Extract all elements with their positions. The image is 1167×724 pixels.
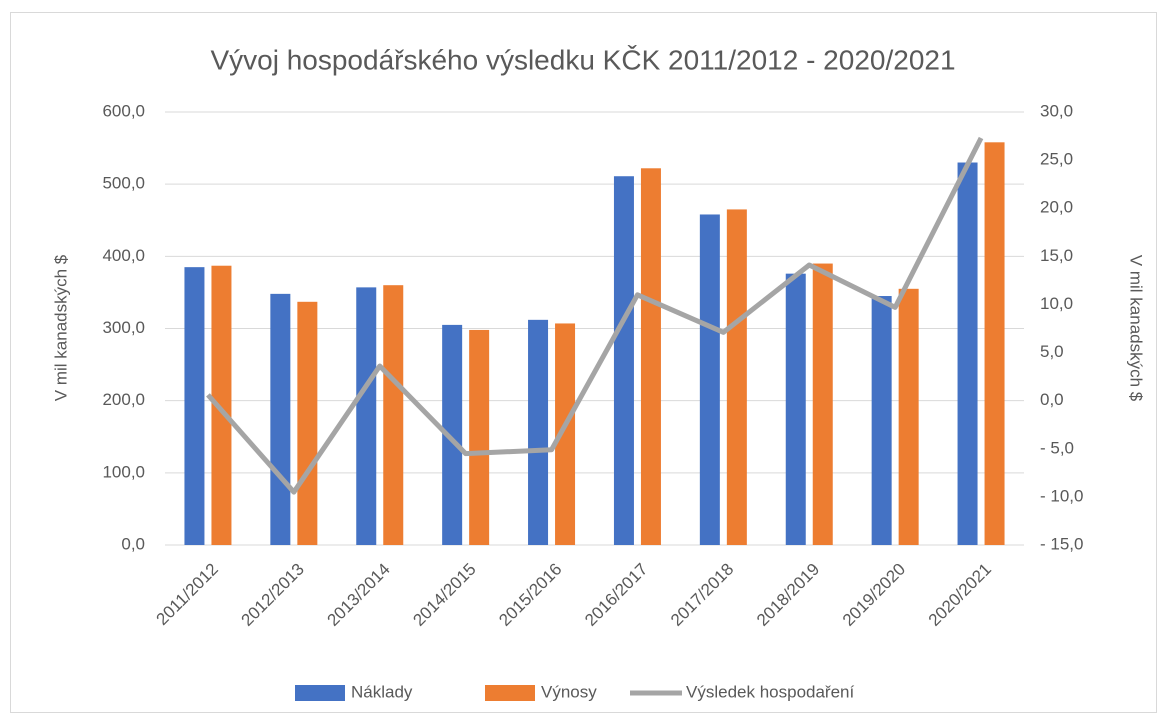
bar: [211, 265, 232, 545]
y2-axis-title: V mil kanadských $: [1127, 255, 1146, 402]
y2-tick-label: 5,0: [1040, 342, 1064, 361]
bar: [469, 329, 490, 545]
bar: [383, 285, 404, 545]
bar: [184, 267, 205, 545]
y2-tick-label: 10,0: [1040, 294, 1073, 313]
bar: [984, 142, 1005, 545]
line: [206, 136, 984, 495]
chart-title: Vývoj hospodářského výsledku KČK 2011/20…: [210, 44, 955, 75]
bar: [726, 209, 747, 546]
y2-tick-label: 20,0: [1040, 198, 1073, 217]
y2-tick-label: - 5,0: [1040, 438, 1074, 457]
y2-tick-label: - 10,0: [1040, 486, 1083, 505]
bar: [898, 288, 919, 545]
bar: [957, 162, 978, 545]
bar: [555, 323, 576, 545]
bar: [442, 324, 463, 545]
y2-tick-label: - 15,0: [1040, 534, 1083, 553]
bar: [871, 296, 892, 545]
bar: [812, 263, 833, 545]
y-tick-label: 400,0: [102, 246, 145, 265]
legend-swatch: [295, 685, 345, 701]
bar: [528, 319, 549, 545]
y2-tick-label: 0,0: [1040, 390, 1064, 409]
y-axis-title: V mil kanadských $: [51, 254, 70, 401]
y-tick-label: 0,0: [121, 534, 145, 553]
y2-tick-label: 30,0: [1040, 101, 1073, 120]
legend-label: Náklady: [351, 682, 413, 701]
y-tick-label: 100,0: [102, 462, 145, 481]
bar: [270, 293, 291, 545]
y-tick-label: 300,0: [102, 318, 145, 337]
y-tick-label: 500,0: [102, 174, 145, 193]
y2-tick-label: 15,0: [1040, 246, 1073, 265]
legend-label: Výsledek hospodaření: [686, 682, 855, 701]
bar: [640, 168, 661, 546]
y-tick-label: 200,0: [102, 390, 145, 409]
bar: [356, 287, 377, 545]
bar: [699, 214, 720, 545]
y2-tick-label: 25,0: [1040, 150, 1073, 169]
legend-label: Výnosy: [541, 682, 597, 701]
bar: [613, 176, 634, 545]
bar: [297, 301, 318, 545]
bar: [785, 273, 806, 545]
y-tick-label: 600,0: [102, 101, 145, 120]
legend-swatch: [485, 685, 535, 701]
